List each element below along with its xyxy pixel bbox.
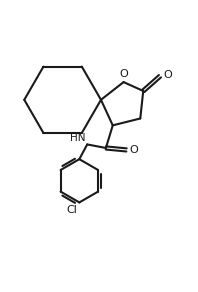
Text: HN: HN: [70, 133, 85, 143]
Text: O: O: [163, 70, 172, 80]
Text: O: O: [129, 145, 138, 155]
Text: O: O: [119, 69, 128, 79]
Text: Cl: Cl: [67, 205, 77, 215]
